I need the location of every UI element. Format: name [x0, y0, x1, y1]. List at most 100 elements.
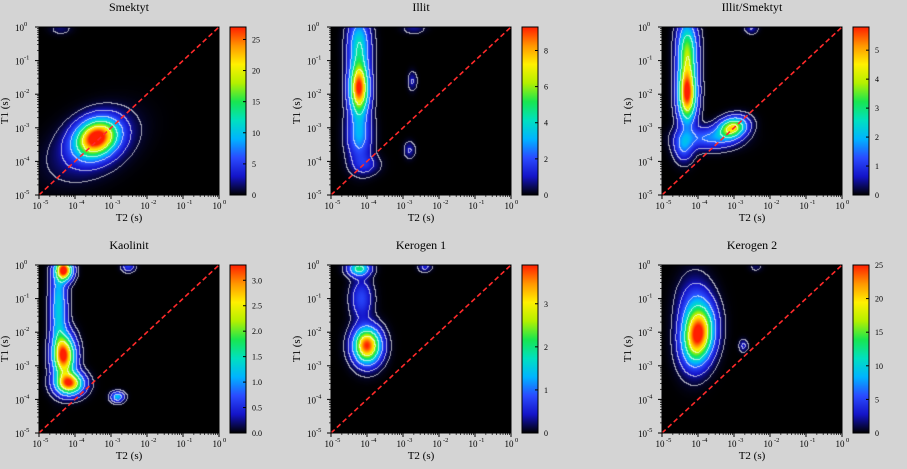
x-tick-exponent: -2: [774, 199, 779, 206]
colorbar: [521, 264, 539, 434]
y-tick-label: 10: [307, 429, 317, 439]
x-tick-exponent: 0: [846, 199, 849, 206]
x-tick-exponent: -5: [335, 437, 340, 444]
x-tick-label: 10: [177, 201, 187, 211]
colorbar-tick-label: 15: [875, 328, 883, 337]
y-tick-exponent: 0: [647, 259, 650, 266]
x-tick-label: 10: [692, 439, 702, 449]
colorbar-tick-label: 5: [875, 395, 879, 404]
y-tick-exponent: -5: [316, 189, 321, 196]
y-tick-label: 10: [15, 295, 25, 305]
y-tick-label: 10: [638, 429, 648, 439]
y-tick-exponent: -4: [316, 155, 322, 162]
x-tick-label: 10: [800, 201, 810, 211]
colorbar-tick-label: 2: [544, 155, 548, 164]
x-axis-label: T2 (s): [116, 450, 143, 462]
colorbar-tick-label: 0: [544, 191, 548, 200]
y-tick-label: 10: [307, 395, 317, 405]
y-tick-exponent: 0: [24, 259, 27, 266]
colorbar-tick-label: 0: [544, 429, 548, 438]
x-tick-label: 10: [728, 201, 738, 211]
x-tick-exponent: -1: [187, 199, 192, 206]
x-tick-exponent: -2: [151, 437, 156, 444]
x-tick-label: 10: [505, 439, 515, 449]
y-tick-exponent: -2: [647, 326, 652, 333]
y-tick-label: 10: [15, 23, 25, 33]
x-tick-exponent: -5: [335, 199, 340, 206]
y-axis-label: T1 (s): [0, 97, 11, 124]
y-tick-exponent: -1: [24, 55, 29, 62]
x-tick-label: 10: [836, 201, 846, 211]
x-tick-label: 10: [397, 439, 407, 449]
x-tick-label: 10: [105, 439, 115, 449]
x-tick-exponent: -2: [443, 199, 448, 206]
x-tick-exponent: 0: [223, 199, 226, 206]
x-tick-exponent: -1: [479, 437, 484, 444]
colorbar-tick-label: 5: [875, 46, 879, 55]
y-tick-exponent: -2: [24, 88, 29, 95]
y-axis-label: T1 (s): [622, 97, 634, 124]
y-tick-exponent: 0: [316, 21, 319, 28]
y-tick-label: 10: [638, 57, 648, 67]
chart-panel-5: Kerogen 110 -5 10 -4 10 -3 10 -2 10 -1 10 010 -510 -4…: [291, 238, 548, 462]
colorbar-tick-label: 25: [875, 261, 883, 270]
x-tick-label: 10: [33, 201, 43, 211]
x-tick-label: 10: [433, 439, 443, 449]
y-tick-exponent: -3: [647, 360, 652, 367]
x-tick-exponent: -2: [443, 437, 448, 444]
y-tick-exponent: -2: [316, 326, 321, 333]
x-tick-label: 10: [177, 439, 187, 449]
x-tick-label: 10: [397, 201, 407, 211]
colorbar-tick-label: 0.5: [252, 404, 262, 413]
x-tick-exponent: -4: [702, 199, 708, 206]
colorbar: [229, 264, 247, 434]
diagonal-line: [661, 26, 843, 196]
diagonal-line: [330, 264, 512, 434]
y-tick-exponent: 0: [647, 21, 650, 28]
chart-title: Illit/Smektyt: [722, 0, 783, 14]
x-tick-exponent: -1: [810, 199, 815, 206]
y-tick-label: 10: [638, 23, 648, 33]
x-tick-label: 10: [105, 201, 115, 211]
y-tick-label: 10: [638, 395, 648, 405]
plot-frame: [330, 264, 512, 434]
colorbar-tick-label: 0: [252, 191, 256, 200]
y-axis-label: T1 (s): [291, 97, 303, 124]
x-tick-exponent: -5: [43, 437, 48, 444]
y-tick-exponent: -1: [24, 293, 29, 300]
y-tick-label: 10: [307, 261, 317, 271]
colorbar-tick-label: 10: [252, 129, 260, 138]
y-tick-exponent: -1: [316, 293, 321, 300]
plot-frame: [661, 26, 843, 196]
colorbar-tick-label: 5: [252, 160, 256, 169]
x-tick-exponent: -3: [115, 199, 120, 206]
x-tick-exponent: -2: [151, 199, 156, 206]
y-tick-label: 10: [15, 362, 25, 372]
colorbar-tick-label: 25: [252, 35, 260, 44]
chart-panel-6: Kerogen 210 -5 10 -4 10 -3 10 -2 10 -1 10 010 -510 -4…: [622, 238, 883, 462]
x-tick-label: 10: [692, 201, 702, 211]
colorbar-tick-label: 1: [875, 162, 879, 171]
colorbar-tick-label: 2.0: [252, 327, 262, 336]
x-tick-label: 10: [361, 201, 371, 211]
x-tick-label: 10: [69, 439, 79, 449]
colorbar-tick-label: 2.5: [252, 302, 262, 311]
y-tick-label: 10: [307, 124, 317, 134]
x-tick-exponent: -3: [738, 199, 743, 206]
colorbar-tick-label: 1: [544, 386, 548, 395]
x-tick-label: 10: [469, 439, 479, 449]
colorbar: [852, 26, 870, 196]
y-tick-exponent: -4: [316, 393, 322, 400]
colorbar-tick-label: 3.0: [252, 276, 262, 285]
y-tick-exponent: -3: [24, 360, 29, 367]
plot-frame: [38, 26, 220, 196]
y-tick-exponent: -3: [24, 122, 29, 129]
y-tick-label: 10: [307, 90, 317, 100]
x-tick-exponent: -4: [371, 199, 377, 206]
y-tick-label: 10: [638, 157, 648, 167]
plot-frame: [38, 264, 220, 434]
y-tick-label: 10: [638, 90, 648, 100]
y-tick-label: 10: [15, 124, 25, 134]
x-tick-label: 10: [656, 439, 666, 449]
